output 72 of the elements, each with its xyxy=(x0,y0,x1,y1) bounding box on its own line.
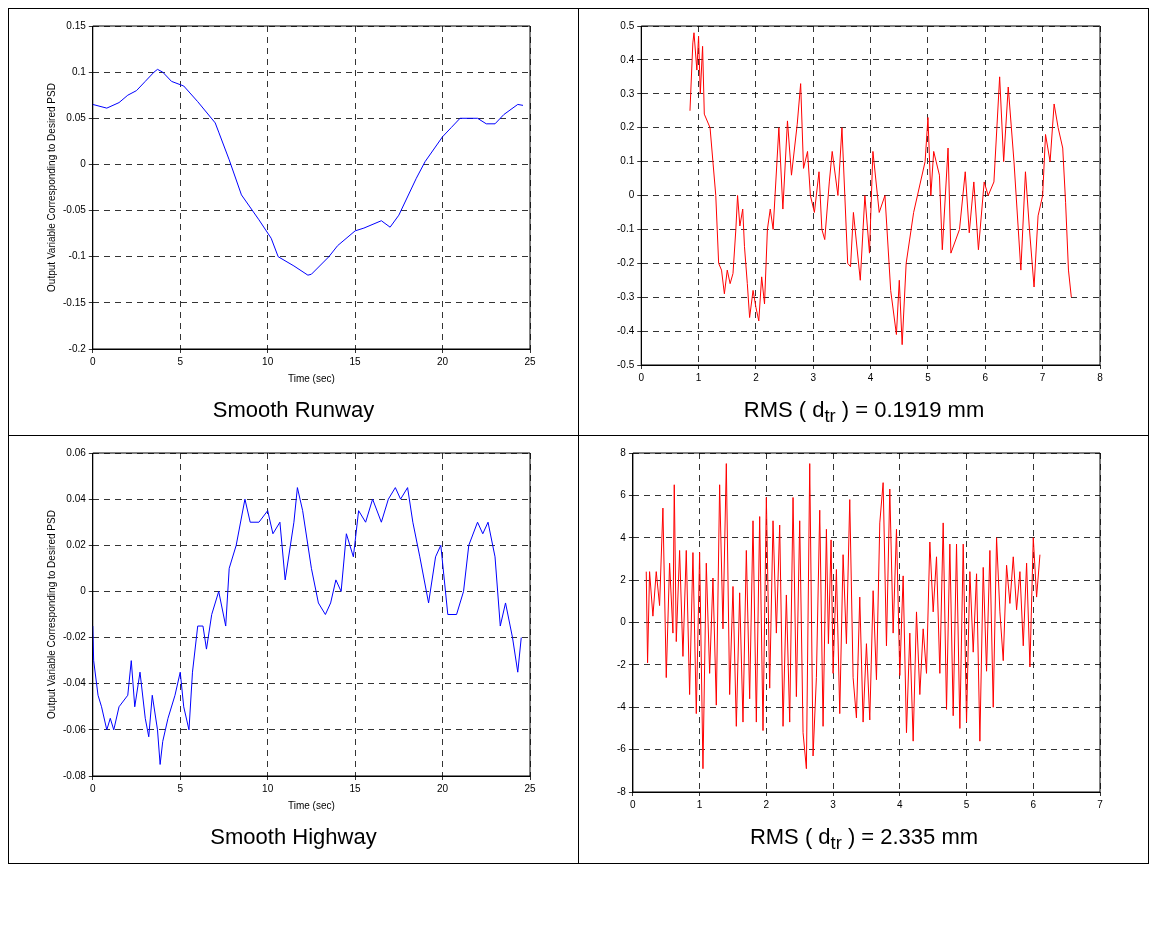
x-tick-label: 0 xyxy=(638,371,645,383)
y-tick-label: -4 xyxy=(616,701,627,713)
x-tick-label: 6 xyxy=(982,371,989,383)
y-tick-label: -6 xyxy=(616,743,627,755)
y-tick-label: -0.2 xyxy=(617,257,635,269)
y-tick-label: -0.02 xyxy=(62,631,86,643)
x-tick-label: 15 xyxy=(349,355,361,367)
x-tick-label: 0 xyxy=(89,355,96,367)
y-tick-label: 0 xyxy=(79,158,86,170)
y-tick-label: -0.3 xyxy=(617,290,635,302)
x-tick-label: 25 xyxy=(523,783,536,795)
y-tick-label: 0.4 xyxy=(620,53,635,65)
x-tick-label: 7 xyxy=(1097,799,1104,811)
x-tick-label: 7 xyxy=(1039,371,1046,383)
x-tick-label: 2 xyxy=(763,799,770,811)
y-tick-label: 0 xyxy=(628,189,635,201)
x-tick-label: 3 xyxy=(830,799,837,811)
y-tick-label: -0.05 xyxy=(62,204,86,216)
y-tick-label: 6 xyxy=(620,489,627,501)
x-tick-label: 1 xyxy=(696,799,703,811)
x-tick-label: 20 xyxy=(436,783,449,795)
y-tick-label: 0.1 xyxy=(71,65,86,77)
y-tick-label: 0.2 xyxy=(620,121,635,133)
text: RMS ( d$_{tr}$ ) = 2.335 mm xyxy=(749,824,979,855)
x-tick-label: 10 xyxy=(261,355,274,367)
y-tick-label: -0.1 xyxy=(617,223,635,235)
y-tick-label: 0.1 xyxy=(620,155,635,167)
y-tick-label: -0.4 xyxy=(617,324,635,336)
y-tick-label: 0.15 xyxy=(65,19,86,31)
y-tick-label: -0.1 xyxy=(68,250,86,262)
y-tick-label: 0.06 xyxy=(65,447,86,459)
x-tick-label: 15 xyxy=(349,783,361,795)
y-axis-title: Output Variable Corresponding to Desired PSD xyxy=(45,510,57,720)
y-tick-label: 2 xyxy=(620,574,627,586)
x-tick-label: 0 xyxy=(89,783,96,795)
x-tick-label: 5 xyxy=(176,783,183,795)
y-tick-label: -0.08 xyxy=(62,770,86,782)
text: Smooth Highway xyxy=(210,824,377,851)
text: Smooth Runway xyxy=(212,397,375,423)
y-tick-label: -0.15 xyxy=(62,296,86,308)
y-tick-label: 8 xyxy=(620,447,627,459)
y-tick-label: -0.2 xyxy=(68,342,86,354)
y-tick-label: -0.5 xyxy=(617,358,635,370)
y-tick-label: 4 xyxy=(620,531,627,543)
x-tick-label: 4 xyxy=(867,371,874,383)
y-tick-label: 0.05 xyxy=(65,112,86,124)
x-tick-label: 3 xyxy=(810,371,817,383)
text: RMS ( d$_{tr}$ ) = 0.1919 mm xyxy=(743,397,985,428)
x-tick-label: 5 xyxy=(176,355,183,367)
x-tick-label: 1 xyxy=(695,371,702,383)
y-tick-label: -8 xyxy=(616,786,627,798)
x-tick-label: 5 xyxy=(963,799,970,811)
x-axis-title: Time (sec) xyxy=(287,372,335,384)
y-tick-label: 0 xyxy=(79,585,86,597)
y-tick-label: -0.04 xyxy=(62,677,86,689)
x-tick-label: 2 xyxy=(753,371,760,383)
y-tick-label: 0 xyxy=(620,616,627,628)
y-tick-label: 0.04 xyxy=(65,493,86,505)
x-axis-title: Time (sec) xyxy=(287,800,335,812)
x-tick-label: 8 xyxy=(1097,371,1104,383)
x-tick-label: 20 xyxy=(436,355,449,367)
y-tick-label: 0.3 xyxy=(620,87,635,99)
x-tick-label: 25 xyxy=(523,355,536,367)
x-tick-label: 4 xyxy=(897,799,904,811)
x-tick-label: 5 xyxy=(925,371,932,383)
y-tick-label: -0.06 xyxy=(62,724,86,735)
y-tick-label: 0.5 xyxy=(620,19,635,31)
x-tick-label: 10 xyxy=(261,783,274,795)
y-axis-title: Output Variable Corresponding to Desired PSD xyxy=(45,83,57,292)
y-tick-label: 0.02 xyxy=(65,539,86,551)
x-tick-label: 6 xyxy=(1030,799,1037,811)
y-tick-label: -2 xyxy=(616,659,627,671)
